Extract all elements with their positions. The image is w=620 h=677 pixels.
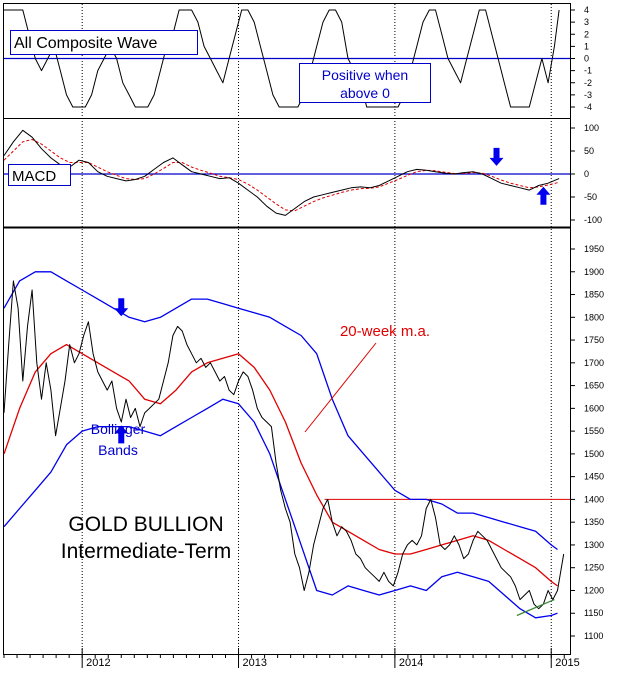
macd-up-arrow-icon bbox=[536, 186, 551, 205]
moving-average-line bbox=[3, 343, 558, 587]
composite-y-tick-label: 3 bbox=[584, 17, 589, 27]
composite-title-box bbox=[10, 30, 198, 55]
support-trendline bbox=[516, 598, 555, 617]
price-y-tick-label: 1200 bbox=[584, 585, 604, 595]
x-tick-label: 2015 bbox=[555, 657, 579, 669]
ma-annotation-pointer bbox=[304, 342, 377, 433]
price-y-tick-label: 1650 bbox=[584, 381, 604, 391]
composite-wave-line bbox=[4, 9, 560, 108]
price-up-arrow-icon bbox=[114, 425, 129, 444]
composite-title: All Composite Wave bbox=[14, 35, 158, 52]
composite-y-tick-label: 4 bbox=[584, 5, 589, 15]
composite-annotation-box bbox=[299, 63, 431, 103]
composite-y-tick-label: 1 bbox=[584, 41, 589, 51]
x-tick-label: 2014 bbox=[399, 657, 423, 669]
price-subtitle: Intermediate-Term bbox=[61, 540, 231, 563]
price-y-tick-label: 1400 bbox=[584, 494, 604, 504]
macd-y-tick-label: -100 bbox=[584, 215, 602, 225]
price-y-tick-label: 1950 bbox=[584, 244, 604, 254]
composite-annotation-line2: above 0 bbox=[340, 85, 390, 101]
bollinger-annotation-line2: Bands bbox=[98, 442, 138, 458]
composite-panel bbox=[4, 9, 570, 108]
price-title: GOLD BULLION bbox=[68, 513, 223, 536]
macd-down-arrow-icon bbox=[489, 147, 504, 166]
macd-signal-line bbox=[3, 139, 560, 212]
price-y-tick-label: 1900 bbox=[584, 267, 604, 277]
price-y-tick-label: 1100 bbox=[584, 631, 603, 641]
price-y-tick-label: 1600 bbox=[584, 403, 604, 413]
x-tick-label: 2012 bbox=[86, 657, 110, 669]
price-y-tick-label: 1300 bbox=[584, 540, 604, 550]
price-y-tick-label: 1350 bbox=[584, 517, 604, 527]
composite-annotation-line1: Positive when bbox=[322, 67, 408, 83]
composite-y-tick-label: -3 bbox=[584, 90, 592, 100]
price-y-tick-label: 1750 bbox=[584, 335, 604, 345]
macd-y-tick-label: -50 bbox=[584, 192, 597, 202]
macd-y-tick-label: 50 bbox=[584, 146, 594, 156]
ma-annotation: 20-week m.a. bbox=[340, 323, 430, 340]
composite-y-tick-label: 0 bbox=[584, 54, 589, 64]
macd-y-tick-label: 100 bbox=[584, 123, 599, 133]
upper-bollinger-band bbox=[3, 271, 558, 551]
macd-title: MACD bbox=[12, 168, 56, 185]
x-tick-label: 2013 bbox=[243, 657, 267, 669]
price-y-tick-label: 1150 bbox=[584, 608, 603, 618]
price-y-tick-label: 1450 bbox=[584, 472, 604, 482]
grid-layer bbox=[81, 4, 552, 654]
price-y-tick-label: 1800 bbox=[584, 312, 604, 322]
price-y-tick-label: 1550 bbox=[584, 426, 604, 436]
price-panel bbox=[3, 271, 570, 619]
macd-line bbox=[3, 129, 560, 216]
axes-layer: 2012 2013 2014 2015 4 3 2 1 0 -1 -2 -3 -4 100 50 0 -50 -1… bbox=[3, 5, 604, 669]
price-down-arrow-icon bbox=[114, 298, 129, 317]
composite-y-tick-label: -2 bbox=[584, 78, 592, 88]
composite-y-tick-label: -4 bbox=[584, 102, 592, 112]
gold-price-line bbox=[3, 280, 565, 610]
price-y-tick-label: 1500 bbox=[584, 449, 604, 459]
price-y-tick-label: 1700 bbox=[584, 358, 604, 368]
composite-y-tick-label: -1 bbox=[584, 66, 592, 76]
lower-bollinger-band bbox=[3, 398, 558, 619]
macd-title-box bbox=[8, 164, 71, 186]
macd-y-tick-label: 0 bbox=[584, 169, 589, 179]
macd-panel bbox=[3, 129, 570, 216]
composite-y-tick-label: 2 bbox=[584, 29, 589, 39]
bollinger-annotation-line1: Bollinger bbox=[91, 421, 146, 437]
price-y-tick-label: 1850 bbox=[584, 290, 604, 300]
price-y-tick-label: 1250 bbox=[584, 563, 604, 573]
